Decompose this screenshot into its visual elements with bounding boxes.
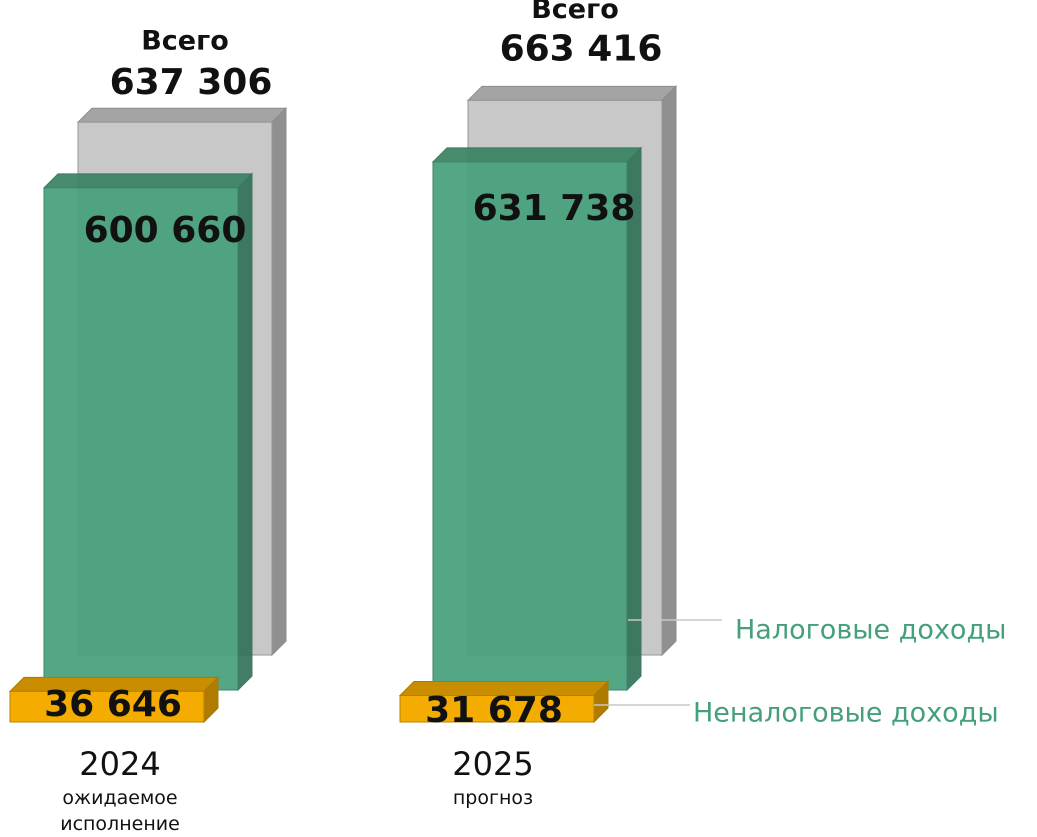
bar [42, 172, 254, 692]
total-label: 663 416 [500, 28, 663, 69]
total-label: 637 306 [110, 62, 273, 103]
legend-label: Неналоговые доходы [693, 698, 999, 729]
bar-front [43, 187, 239, 691]
bar-side [661, 85, 677, 657]
bar-front [9, 690, 205, 723]
category-sublabel: прогноз [452, 787, 534, 809]
bar-top [42, 173, 254, 189]
bar-side [271, 107, 287, 657]
nontax-label: 31 678 [425, 690, 563, 731]
tax-label: 631 738 [473, 188, 636, 229]
total-caption: Всего [531, 0, 619, 25]
bar-side [626, 146, 642, 692]
nontax-label: 36 646 [44, 684, 182, 725]
bar-front [399, 695, 595, 723]
bar-front [432, 161, 628, 691]
bar [431, 146, 643, 692]
bar-top [76, 107, 288, 123]
category-sublabel: ожидаемое исполнение [60, 787, 180, 835]
legend-label: Налоговые доходы [735, 615, 1006, 646]
bar-top [466, 85, 678, 101]
bar [8, 676, 220, 724]
category-label: 2025 [452, 745, 533, 783]
total-caption: Всего [141, 26, 229, 57]
category-label: 2024 [79, 745, 160, 783]
tax-label: 600 660 [84, 210, 247, 251]
bar [398, 680, 610, 724]
bar-top [431, 147, 643, 163]
bar-side [237, 172, 253, 692]
